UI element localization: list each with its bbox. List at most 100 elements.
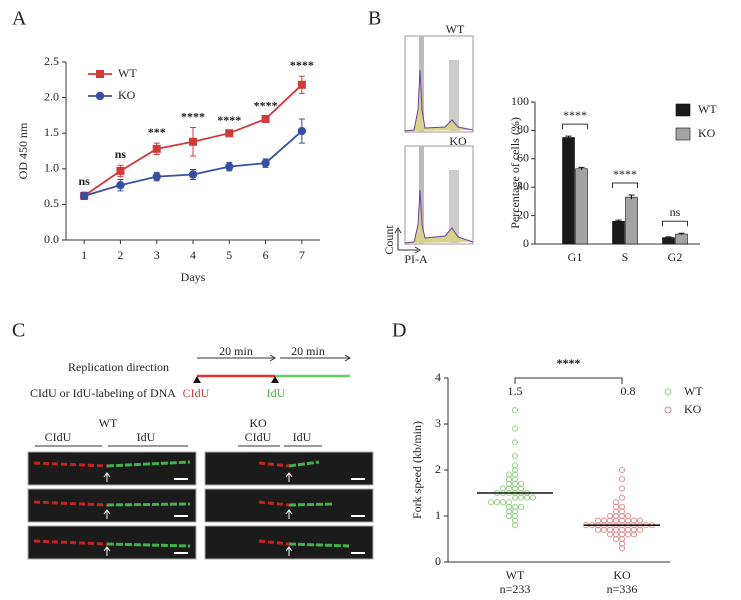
point [505, 499, 513, 506]
error-bar [565, 135, 572, 139]
y-tick-label: 2.5 [44, 54, 59, 68]
arrow [285, 472, 293, 482]
point [612, 499, 620, 506]
arrow [285, 546, 293, 556]
point [618, 494, 626, 501]
flow-box [404, 35, 474, 133]
point [511, 466, 519, 474]
point [618, 476, 626, 483]
panel-letter: B [368, 8, 381, 30]
x-tick-label: WT [506, 568, 525, 582]
point [517, 485, 525, 492]
label: IdU [293, 430, 312, 444]
point [511, 407, 519, 414]
legend-swatch [675, 103, 691, 117]
point [618, 535, 626, 543]
point [618, 512, 626, 520]
bracket [514, 377, 623, 384]
point [511, 517, 519, 524]
point [511, 471, 519, 478]
point [612, 512, 620, 520]
green-fiber [106, 460, 191, 468]
label: IdU [137, 430, 156, 444]
error-bar [615, 219, 622, 223]
y-tick-label: 1.0 [44, 161, 59, 175]
point [517, 480, 525, 487]
point [511, 522, 519, 529]
gate [419, 146, 424, 244]
marker [116, 180, 125, 190]
point [600, 517, 608, 524]
point [618, 526, 626, 533]
marker [297, 126, 307, 136]
marker [225, 129, 234, 138]
bar [675, 233, 688, 245]
flow-label: WT [446, 22, 465, 36]
point [612, 517, 620, 524]
point [630, 531, 638, 538]
marker [116, 166, 125, 175]
marker [261, 114, 270, 123]
legend-label: WT [698, 102, 717, 116]
x-axis-label: Days [181, 270, 206, 284]
significance: ns [78, 174, 90, 188]
point [606, 526, 614, 533]
legend-label: KO [684, 402, 702, 416]
y-tick-label: 3 [435, 416, 441, 430]
red-fiber [33, 461, 108, 468]
point [505, 476, 513, 483]
histogram [404, 189, 474, 244]
significance: **** [557, 356, 581, 370]
point [594, 526, 602, 533]
marker [261, 158, 270, 168]
y-tick-label: 0.5 [44, 196, 59, 210]
arrow [103, 472, 111, 482]
y-tick-label: 2.0 [44, 89, 59, 103]
point [511, 462, 519, 469]
flow-histograms: WT KO Count PI-A [382, 22, 474, 266]
label: CIdU or IdU-labeling of DNA [30, 386, 176, 400]
flow-axis-label: PI-A [404, 252, 428, 266]
x-tick-label: G1 [568, 250, 583, 264]
point [505, 512, 513, 520]
bar [612, 220, 625, 245]
green-fiber [288, 460, 320, 468]
n-label: n=336 [607, 582, 638, 596]
y-tick-label: 4 [435, 370, 441, 384]
point [505, 508, 513, 515]
significance: ns [670, 205, 681, 219]
n-label: n=233 [500, 582, 531, 596]
point [511, 494, 519, 501]
y-tick-label: 100 [511, 94, 529, 108]
error-bar [665, 236, 672, 239]
flow-box [404, 145, 474, 245]
red-fiber [258, 539, 290, 546]
marker [152, 144, 161, 153]
marker [225, 162, 234, 171]
micrograph [27, 451, 197, 486]
legend-marker [95, 91, 105, 101]
schematic: Replication direction CIdU or IdU-labeli… [30, 344, 351, 447]
point [529, 494, 537, 501]
point [606, 512, 614, 520]
significance: ns [115, 147, 127, 161]
bar [625, 196, 638, 245]
red-fiber [258, 461, 290, 468]
point [487, 499, 495, 506]
micrographs [27, 451, 374, 560]
bar [662, 237, 675, 245]
point [511, 453, 519, 460]
marker [297, 80, 306, 89]
point [511, 512, 519, 520]
point [612, 508, 620, 515]
point [511, 503, 519, 510]
legend-marker [664, 388, 672, 396]
legend-label: WT [684, 384, 703, 398]
point [499, 485, 507, 492]
point [630, 517, 638, 524]
y-tick-label: 0.0 [44, 232, 59, 246]
y-tick-label: 60 [517, 151, 529, 165]
gate [449, 60, 459, 132]
bracket [662, 220, 688, 227]
significance: **** [254, 99, 278, 113]
